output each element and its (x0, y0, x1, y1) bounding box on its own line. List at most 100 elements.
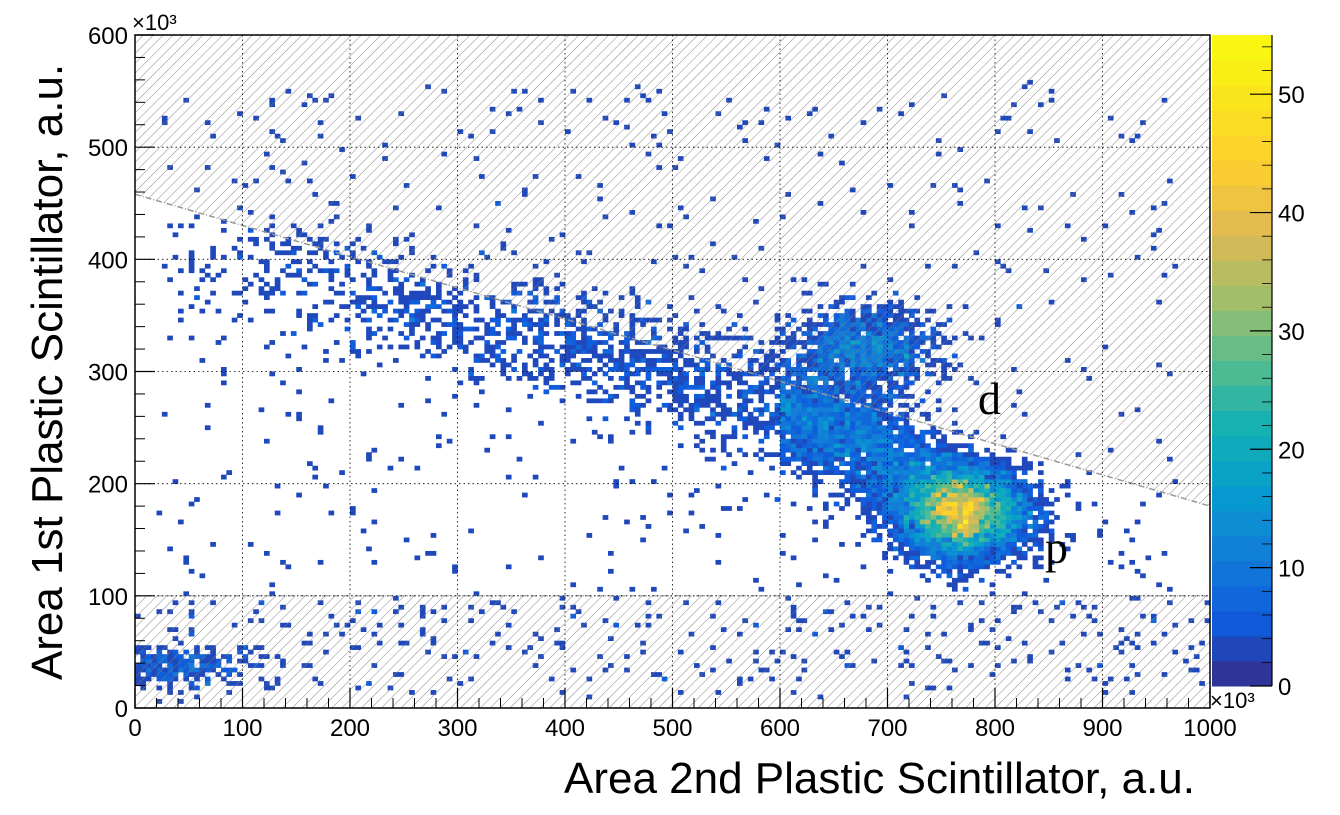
heat-cell (1032, 483, 1039, 489)
heat-cell (683, 393, 689, 399)
heat-cell (962, 506, 969, 511)
heat-cell (919, 456, 926, 462)
heat-cell (871, 407, 878, 413)
heat-cell (479, 353, 485, 359)
heat-cell (790, 398, 797, 404)
heat-cell (790, 416, 797, 422)
heat-cell (581, 340, 587, 345)
heat-cell (833, 492, 840, 498)
heat-cell (1005, 456, 1012, 462)
heat-cell (876, 492, 883, 498)
heat-cell (812, 425, 818, 431)
heat-cell (973, 546, 980, 552)
heat-cell (978, 479, 985, 484)
heat-cell (651, 358, 657, 363)
heat-cell (968, 541, 974, 547)
heat-cell (570, 349, 577, 354)
heat-cell (1011, 533, 1017, 538)
heat-cell (790, 434, 797, 440)
heat-cell (167, 335, 173, 341)
heat-cell (387, 277, 394, 283)
heat-cell (763, 425, 770, 431)
heat-cell (849, 452, 856, 458)
heat-cell (307, 268, 313, 274)
heat-cell (871, 465, 878, 471)
heat-cell (962, 461, 969, 467)
grid-lines (135, 35, 1210, 708)
heat-cell (914, 438, 921, 444)
heat-cell (984, 474, 990, 480)
heat-cell (1005, 506, 1012, 511)
heat-cell (656, 367, 663, 372)
heat-cell (1000, 515, 1007, 520)
heat-cell (538, 335, 544, 341)
heat-cell (178, 223, 184, 229)
heat-cell (242, 277, 249, 283)
heat-cell (946, 533, 953, 538)
heat-cell (602, 398, 609, 404)
heat-cell (801, 470, 808, 475)
heat-cell (1064, 533, 1071, 538)
heat-cell (221, 367, 227, 372)
heat-cell (769, 420, 775, 426)
heat-cell (882, 474, 888, 480)
heat-cell (688, 416, 695, 422)
heat-cell (866, 528, 872, 534)
heat-cell (355, 349, 362, 354)
heat-cell (844, 434, 851, 440)
heat-cell (511, 304, 517, 309)
heat-cell (1016, 515, 1023, 520)
heat-cell (403, 537, 410, 543)
heat-cell (946, 537, 953, 543)
heat-cell (780, 429, 786, 435)
heat-cell (398, 402, 405, 408)
heat-cell (909, 492, 915, 498)
heat-cell (909, 515, 915, 520)
heat-cell (629, 389, 636, 395)
heat-cell (925, 537, 931, 543)
heat-cell (978, 461, 985, 467)
heat-cell (1000, 533, 1007, 538)
heat-cell (935, 492, 942, 498)
heat-cell (204, 402, 211, 408)
heat-cell (989, 461, 996, 467)
heat-cell (790, 429, 797, 435)
heat-cell (796, 456, 802, 462)
heat-cell (812, 479, 818, 484)
heat-cell (763, 492, 770, 498)
heat-cell (1005, 497, 1012, 502)
heat-cell (817, 402, 824, 408)
heat-cell (925, 546, 931, 552)
heat-cell (801, 420, 808, 426)
heat-cell (914, 519, 921, 525)
heat-cell (511, 358, 517, 363)
heat-cell (575, 362, 582, 368)
heat-cell (984, 456, 990, 462)
heat-cell (989, 528, 996, 534)
heat-cell (344, 326, 351, 332)
heat-cell (989, 559, 996, 565)
heat-cell (344, 268, 351, 274)
heat-cell (543, 389, 550, 395)
heat-cell (914, 474, 921, 480)
heat-cell (935, 443, 942, 449)
heat-cell (645, 358, 652, 363)
heat-cell (925, 577, 931, 583)
heat-cell (495, 331, 501, 336)
heat-cell (876, 456, 883, 462)
heat-cell (828, 398, 835, 404)
heat-cell (274, 483, 281, 489)
heat-cell (941, 537, 947, 543)
heat-cell (968, 564, 974, 570)
heat-cell (683, 398, 689, 404)
heat-cell (919, 537, 926, 543)
heat-cell (280, 380, 286, 386)
heat-cell (828, 492, 835, 498)
heat-cell (323, 254, 329, 260)
heat-cell (231, 245, 238, 251)
heat-cell (866, 515, 872, 520)
heat-cell (957, 461, 964, 467)
y-tick-label: 200 (88, 472, 128, 499)
heat-cell (812, 429, 818, 435)
